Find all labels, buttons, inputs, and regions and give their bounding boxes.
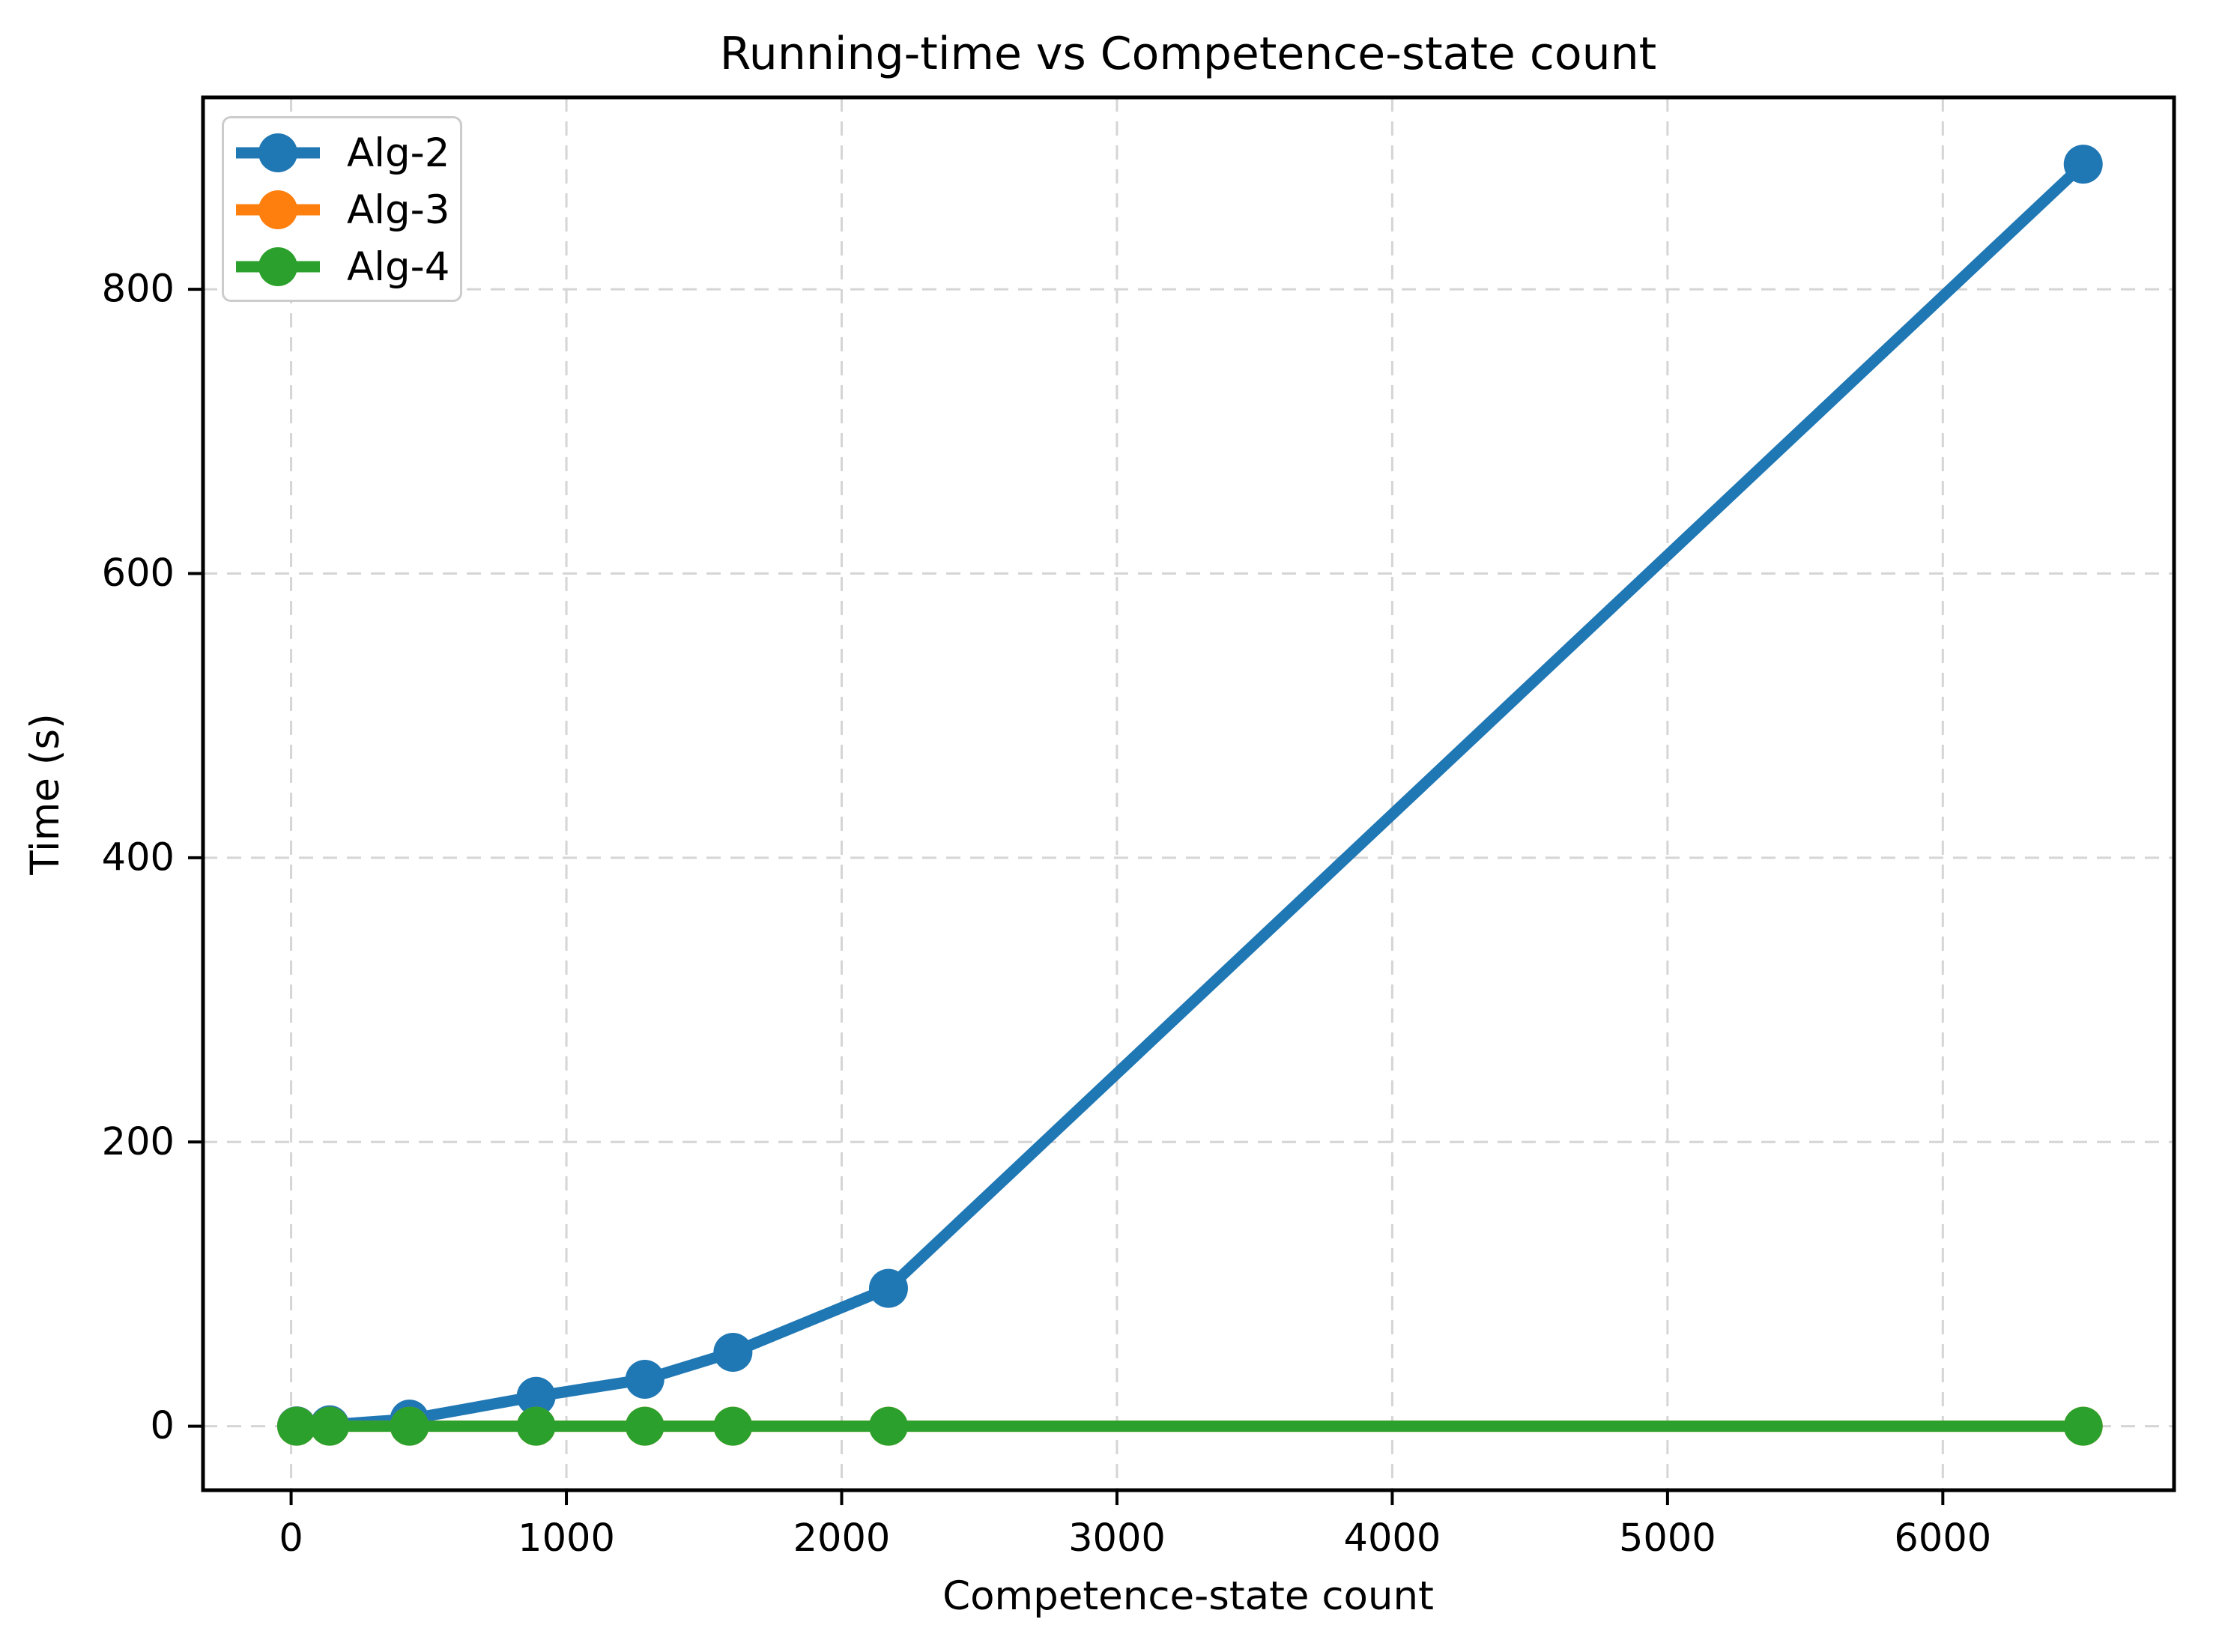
plot-border bbox=[201, 95, 2176, 1492]
y-tick-label: 400 bbox=[102, 835, 175, 880]
x-tick-label: 6000 bbox=[1894, 1516, 1991, 1561]
chart-title: Running-time vs Competence-state count bbox=[720, 28, 1656, 80]
data-point-alg-2 bbox=[516, 1376, 556, 1416]
axes-spines bbox=[201, 95, 2176, 1492]
legend-label: Alg-4 bbox=[347, 243, 450, 290]
legend-item-alg-3: Alg-3 bbox=[224, 181, 460, 238]
x-tick-label: 5000 bbox=[1619, 1516, 1716, 1561]
legend-sample-alg-2 bbox=[236, 132, 320, 174]
legend-marker-icon bbox=[258, 133, 297, 172]
data-point-alg-4 bbox=[625, 1406, 665, 1446]
legend-sample-alg-4 bbox=[236, 246, 320, 288]
data-point-alg-4 bbox=[713, 1406, 753, 1446]
data-point-alg-2 bbox=[625, 1360, 665, 1400]
legend-item-alg-4: Alg-4 bbox=[224, 238, 460, 295]
y-tick-label: 0 bbox=[151, 1404, 175, 1448]
legend-marker-icon bbox=[258, 247, 297, 286]
legend-label: Alg-3 bbox=[347, 187, 450, 233]
x-axis-label: Competence-state count bbox=[942, 1573, 1434, 1619]
grid-layer bbox=[203, 97, 2174, 1490]
series-line-alg-2 bbox=[296, 160, 2087, 1432]
x-tick-label: 4000 bbox=[1344, 1516, 1441, 1561]
legend: Alg-2 Alg-3 Alg-4 bbox=[222, 116, 462, 302]
data-point-alg-4 bbox=[276, 1406, 316, 1446]
legend-sample-alg-3 bbox=[236, 189, 320, 231]
tick-marks bbox=[188, 288, 1945, 1505]
legend-item-alg-2: Alg-2 bbox=[224, 124, 460, 181]
data-point-alg-4 bbox=[390, 1406, 429, 1446]
tick-labels: 0 1000 2000 3000 4000 5000 6000 0 200 400 600 800 bbox=[102, 267, 1992, 1561]
y-tick-label: 800 bbox=[102, 267, 175, 312]
x-tick-label: 3000 bbox=[1068, 1516, 1166, 1561]
x-tick-label: 0 bbox=[279, 1516, 303, 1561]
legend-label: Alg-2 bbox=[347, 130, 450, 176]
data-point-alg-4 bbox=[310, 1406, 350, 1446]
data-point-alg-4 bbox=[2063, 1406, 2103, 1446]
data-point-alg-2 bbox=[868, 1268, 908, 1308]
series-layer bbox=[276, 145, 2103, 1446]
x-tick-label: 2000 bbox=[793, 1516, 891, 1561]
data-point-alg-2 bbox=[2063, 145, 2103, 184]
y-axis-label: Time (s) bbox=[22, 713, 68, 876]
legend-marker-icon bbox=[258, 190, 297, 229]
data-point-alg-4 bbox=[516, 1406, 556, 1446]
data-point-alg-2 bbox=[713, 1332, 753, 1372]
y-tick-label: 600 bbox=[102, 551, 175, 596]
data-point-alg-4 bbox=[868, 1406, 908, 1446]
y-tick-label: 200 bbox=[102, 1120, 175, 1164]
x-tick-label: 1000 bbox=[518, 1516, 615, 1561]
